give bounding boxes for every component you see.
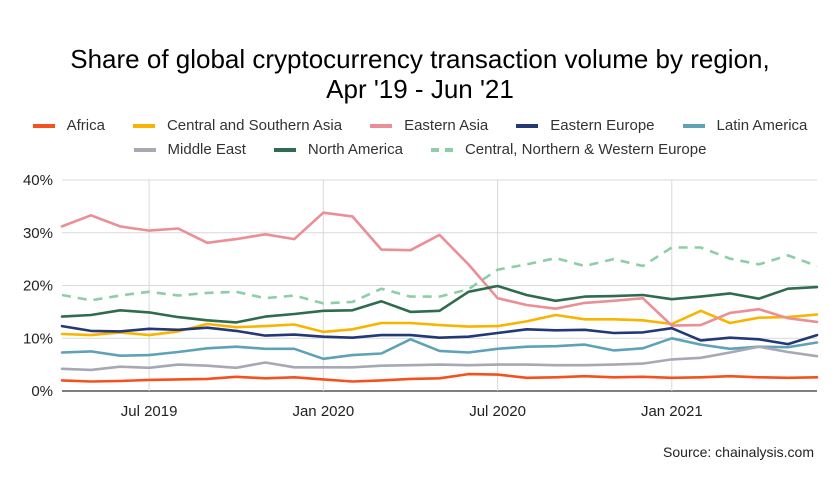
legend-label-central-southern-asia: Central and Southern Asia <box>166 117 343 134</box>
legend-item-eastern-asia: Eastern Asia <box>370 117 488 134</box>
series-line-latin-america <box>60 336 819 361</box>
x-tick-label: Jan 2021 <box>641 403 703 420</box>
legend-swatch-latin-america <box>682 123 705 128</box>
series-line-middle-east <box>60 345 819 372</box>
y-tick-label: 20% <box>23 278 53 295</box>
y-tick-label: 10% <box>23 330 53 347</box>
series-line-eastern-asia <box>60 211 819 327</box>
legend-label-africa: Africa <box>66 117 105 134</box>
series-line-africa <box>60 372 819 383</box>
legend-label-latin-america: Latin America <box>716 117 808 134</box>
chart-title-line-1: Share of global cryptocurrency transacti… <box>70 44 770 74</box>
x-tick-label: Jul 2019 <box>121 403 178 420</box>
series-line-eastern-europe <box>60 324 819 346</box>
legend-label-eastern-europe: Eastern Europe <box>550 117 655 134</box>
legend-item-central-southern-asia: Central and Southern Asia <box>132 117 343 134</box>
legend-item-cnw-europe: Central, Northern & Western Europe <box>430 141 707 158</box>
chart-subtitle: Apr '19 - Jun '21 <box>326 74 514 104</box>
legend-item-middle-east: Middle East <box>133 141 246 158</box>
legend-item-eastern-europe: Eastern Europe <box>516 117 655 134</box>
legend-row-2: Middle East North America Central, North… <box>0 141 840 158</box>
x-tick-label: Jan 2020 <box>292 403 354 420</box>
legend-item-north-america: North America <box>273 141 403 158</box>
legend-swatch-central-southern-asia <box>132 123 155 128</box>
legend-label-north-america: North America <box>307 141 403 158</box>
legend-label-middle-east: Middle East <box>167 141 246 158</box>
legend-item-africa: Africa <box>32 117 105 134</box>
legend-row-1: Africa Central and Southern Asia Eastern… <box>0 117 840 134</box>
y-tick-label: 0% <box>31 383 53 400</box>
y-tick-label: 40% <box>23 172 53 189</box>
legend-swatch-north-america <box>273 147 296 152</box>
legend-label-cnw-europe: Central, Northern & Western Europe <box>464 141 707 158</box>
y-tick-label: 30% <box>23 225 53 242</box>
legend-swatch-middle-east <box>133 147 156 152</box>
series-line-north-america <box>60 284 819 324</box>
legend-swatch-africa <box>32 123 55 128</box>
x-tick-label: Jul 2020 <box>469 403 526 420</box>
legend-swatch-eastern-asia <box>370 123 393 128</box>
series-line-central-northern-western-europe <box>61 246 818 305</box>
legend-swatch-eastern-europe <box>516 123 539 128</box>
legend-item-latin-america: Latin America <box>682 117 808 134</box>
chart-title: Share of global cryptocurrency transacti… <box>0 44 840 104</box>
source-note: Source: chainalysis.com <box>663 444 814 460</box>
legend-swatch-cnw-europe <box>430 147 453 152</box>
legend-label-eastern-asia: Eastern Asia <box>404 117 489 134</box>
